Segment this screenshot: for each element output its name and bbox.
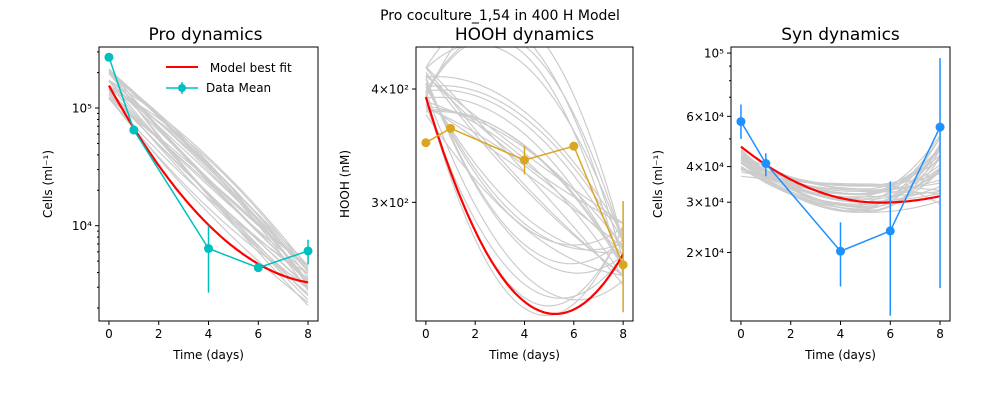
hooh-x-tick-label: 2	[471, 327, 479, 341]
legend-data-label: Data Mean	[206, 81, 271, 95]
pro-ensemble-curve	[108, 90, 309, 274]
hooh-ensemble-curve	[425, 82, 624, 246]
syn-y-tick-label: 4×10⁴	[686, 160, 724, 174]
hooh-ensemble-curve	[425, 89, 624, 252]
pro-y-tick-label: 10⁵	[72, 102, 92, 116]
hooh-ensemble-curve	[425, 96, 624, 316]
hooh-ensemble-curve	[425, 87, 624, 254]
hooh-ensemble-curve	[425, 84, 624, 251]
pro-data-point	[204, 244, 213, 254]
hooh-ensemble-curve	[425, 67, 624, 277]
syn-ensemble-curve	[740, 137, 941, 212]
pro-data-point	[253, 263, 263, 273]
hooh-ensemble-curve	[425, 96, 624, 268]
hooh-plot-area	[421, 47, 628, 316]
pro-data-point	[104, 52, 114, 62]
pro-x-axis-label: Time (days)	[172, 348, 244, 362]
hooh-data-point	[446, 123, 456, 133]
hooh-data-point	[618, 260, 628, 270]
hooh-ensemble-curve	[425, 47, 624, 243]
legend-data-marker	[178, 84, 186, 92]
legend-model-label: Model best fit	[206, 61, 292, 75]
hooh-ensemble-curve	[425, 85, 624, 242]
syn-data-point	[885, 226, 895, 236]
pro-ensemble-curve	[108, 71, 309, 306]
hooh-y-tick-label: 3×10²	[371, 196, 409, 210]
syn-data-point	[935, 122, 945, 132]
syn-y-tick-label: 3×10⁴	[686, 196, 724, 210]
syn-y-tick-label: 2×10⁴	[686, 246, 724, 260]
pro-x-tick-label: 6	[254, 327, 262, 341]
syn-ensemble-curve	[740, 144, 941, 208]
syn-data-point	[736, 117, 746, 127]
hooh-data-point	[569, 141, 579, 151]
pro-ensemble-curve	[108, 87, 309, 272]
syn-data-point	[836, 246, 845, 256]
pro-ensemble-curve	[108, 96, 309, 303]
pro-ensemble-curve	[108, 80, 309, 271]
pro-ensemble-curve	[108, 84, 309, 284]
hooh-data-point	[520, 155, 529, 165]
pro-ensemble-curve	[108, 97, 309, 275]
hooh-x-tick-label: 0	[422, 327, 430, 341]
hooh-ensemble-curve	[425, 47, 624, 243]
pro-chart-title: Pro dynamics	[149, 25, 263, 45]
pro-dynamics-panel: Pro dynamics Time (days) Cells (ml⁻¹) Mo…	[41, 25, 319, 362]
figure-suptitle: Pro coculture_1,54 in 400 H Model	[380, 8, 620, 24]
pro-y-axis-label: Cells (ml⁻¹)	[41, 150, 55, 218]
pro-x-tick-label: 0	[105, 327, 113, 341]
hooh-ensemble-curve	[425, 114, 624, 276]
hooh-data-point	[421, 138, 431, 148]
hooh-y-axis-label: HOOH (nM)	[338, 150, 352, 218]
pro-legend: Model best fit Data Mean	[166, 61, 292, 95]
syn-data-point	[761, 159, 771, 169]
syn-x-tick-label: 4	[837, 327, 845, 341]
pro-y-tick-label: 10⁴	[72, 219, 92, 233]
hooh-ensemble-curve	[425, 78, 624, 274]
pro-x-tick-label: 2	[155, 327, 163, 341]
pro-data-point	[303, 246, 313, 256]
hooh-y-tick-label: 4×10²	[371, 83, 409, 97]
hooh-x-tick-label: 6	[570, 327, 578, 341]
syn-model-fit-line	[740, 145, 941, 204]
syn-y-axis-label: Cells (ml⁻¹)	[651, 150, 665, 218]
syn-x-tick-label: 0	[737, 327, 745, 341]
pro-ensemble-curve	[108, 69, 309, 267]
syn-x-tick-label: 6	[886, 327, 894, 341]
syn-y-tick-label: 6×10⁴	[686, 110, 724, 124]
syn-x-tick-label: 2	[787, 327, 795, 341]
syn-y-tick-label: 10⁵	[704, 47, 724, 61]
hooh-dynamics-panel: HOOH dynamics Time (days) HOOH (nM) 0 2 4 6…	[338, 25, 634, 362]
pro-x-tick-label: 8	[304, 327, 312, 341]
syn-chart-title: Syn dynamics	[781, 25, 900, 45]
pro-ensemble-curve	[108, 69, 309, 271]
hooh-model-fit-line	[424, 96, 625, 315]
hooh-ensemble-curve	[425, 103, 624, 299]
syn-dynamics-panel: Syn dynamics Time (days) Cells (ml⁻¹) 0 2…	[651, 25, 951, 362]
hooh-ensemble-curve	[425, 105, 624, 249]
pro-ensemble-curve	[108, 79, 309, 268]
hooh-ensemble-curve	[425, 76, 624, 265]
pro-plot-area	[104, 52, 313, 306]
pro-x-tick-label: 4	[205, 327, 213, 341]
syn-x-tick-label: 8	[936, 327, 944, 341]
hooh-x-tick-label: 4	[521, 327, 529, 341]
syn-x-axis-label: Time (days)	[804, 348, 876, 362]
hooh-x-axis-label: Time (days)	[488, 348, 560, 362]
hooh-ensemble-curve	[425, 47, 624, 261]
syn-plot-area	[736, 58, 945, 316]
hooh-chart-title: HOOH dynamics	[455, 25, 594, 45]
hooh-ensemble-curve	[425, 47, 624, 244]
hooh-x-tick-label: 8	[619, 327, 627, 341]
pro-model-fit-line	[108, 85, 309, 284]
pro-data-point	[129, 125, 139, 135]
hooh-ensemble-curve	[425, 47, 624, 275]
